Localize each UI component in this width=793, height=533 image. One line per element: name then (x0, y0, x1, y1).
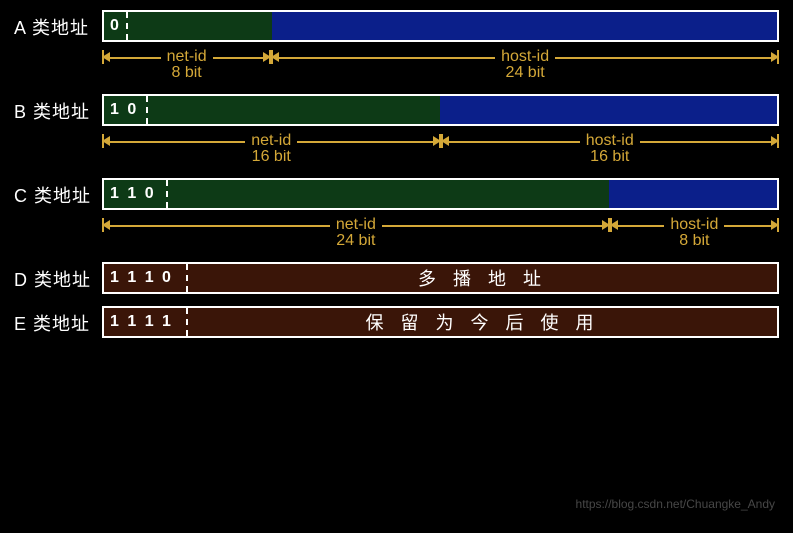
net-segment (128, 12, 273, 40)
arrow-line: net-id (102, 216, 610, 234)
arrow-line: host-id (610, 216, 779, 234)
arrow-line: host-id (271, 48, 779, 66)
under-labels: net-id 24 bit host-id 8 bit (102, 212, 779, 250)
arrow-line: host-id (441, 132, 780, 150)
under-seg-host: host-id 16 bit (441, 128, 780, 166)
class-label: D 类地址 (14, 262, 102, 292)
class-row: A 类地址0 net-id 8 bit host-id 24 bit (14, 10, 779, 82)
under-bits: 16 bit (102, 148, 441, 166)
under-bits: 8 bit (102, 64, 271, 82)
class-label: E 类地址 (14, 306, 102, 336)
host-segment (609, 180, 777, 208)
data-segment: 多 播 地 址 (188, 264, 777, 292)
under-seg-net: net-id 8 bit (102, 44, 271, 82)
address-bar: 1 1 0 (102, 178, 779, 210)
net-segment (148, 96, 441, 124)
prefix-bits: 0 (104, 12, 128, 40)
under-label: net-id (330, 216, 382, 234)
under-labels: net-id 16 bit host-id 16 bit (102, 128, 779, 166)
net-segment (168, 180, 609, 208)
under-seg-net: net-id 16 bit (102, 128, 441, 166)
address-bar: 1 0 (102, 94, 779, 126)
prefix-bits: 1 1 1 0 (104, 264, 188, 292)
prefix-bits: 1 1 1 1 (104, 308, 188, 336)
class-row: D 类地址1 1 1 0 多 播 地 址 (14, 262, 779, 294)
bar-wrap: 1 1 1 0 多 播 地 址 (102, 262, 779, 294)
host-segment (440, 96, 777, 124)
under-bits: 24 bit (102, 232, 610, 250)
prefix-bits: 1 1 0 (104, 180, 168, 208)
under-seg-host: host-id 24 bit (271, 44, 779, 82)
data-segment: 保 留 为 今 后 使 用 (188, 308, 777, 336)
class-row: C 类地址1 1 0 net-id 24 bit host-id 8 bit (14, 178, 779, 250)
under-labels: net-id 8 bit host-id 24 bit (102, 44, 779, 82)
class-label: C 类地址 (14, 178, 102, 208)
bar-wrap: 1 1 0 net-id 24 bit host-id 8 bit (102, 178, 779, 250)
bar-wrap: 1 1 1 1 保 留 为 今 后 使 用 (102, 306, 779, 338)
under-bits: 24 bit (271, 64, 779, 82)
class-label: A 类地址 (14, 10, 102, 40)
under-bits: 16 bit (441, 148, 780, 166)
class-row: E 类地址1 1 1 1 保 留 为 今 后 使 用 (14, 306, 779, 338)
under-seg-host: host-id 8 bit (610, 212, 779, 250)
under-label: host-id (580, 132, 640, 150)
class-label: B 类地址 (14, 94, 102, 124)
address-bar: 0 (102, 10, 779, 42)
address-bar: 1 1 1 1 保 留 为 今 后 使 用 (102, 306, 779, 338)
watermark-text: https://blog.csdn.net/Chuangke_Andy (576, 497, 775, 511)
class-row: B 类地址1 0 net-id 16 bit host-id 16 bit (14, 94, 779, 166)
segment-center-text: 保 留 为 今 后 使 用 (366, 309, 600, 335)
arrow-line: net-id (102, 132, 441, 150)
segment-center-text: 多 播 地 址 (418, 265, 547, 291)
ip-class-diagram: A 类地址0 net-id 8 bit host-id 24 bitB 类地址1… (14, 10, 779, 338)
under-seg-net: net-id 24 bit (102, 212, 610, 250)
under-label: host-id (664, 216, 724, 234)
address-bar: 1 1 1 0 多 播 地 址 (102, 262, 779, 294)
arrow-line: net-id (102, 48, 271, 66)
prefix-bits: 1 0 (104, 96, 148, 124)
bar-wrap: 1 0 net-id 16 bit host-id 16 bit (102, 94, 779, 166)
under-bits: 8 bit (610, 232, 779, 250)
under-label: net-id (161, 48, 213, 66)
under-label: host-id (495, 48, 555, 66)
host-segment (272, 12, 777, 40)
bar-wrap: 0 net-id 8 bit host-id 24 bit (102, 10, 779, 82)
under-label: net-id (245, 132, 297, 150)
